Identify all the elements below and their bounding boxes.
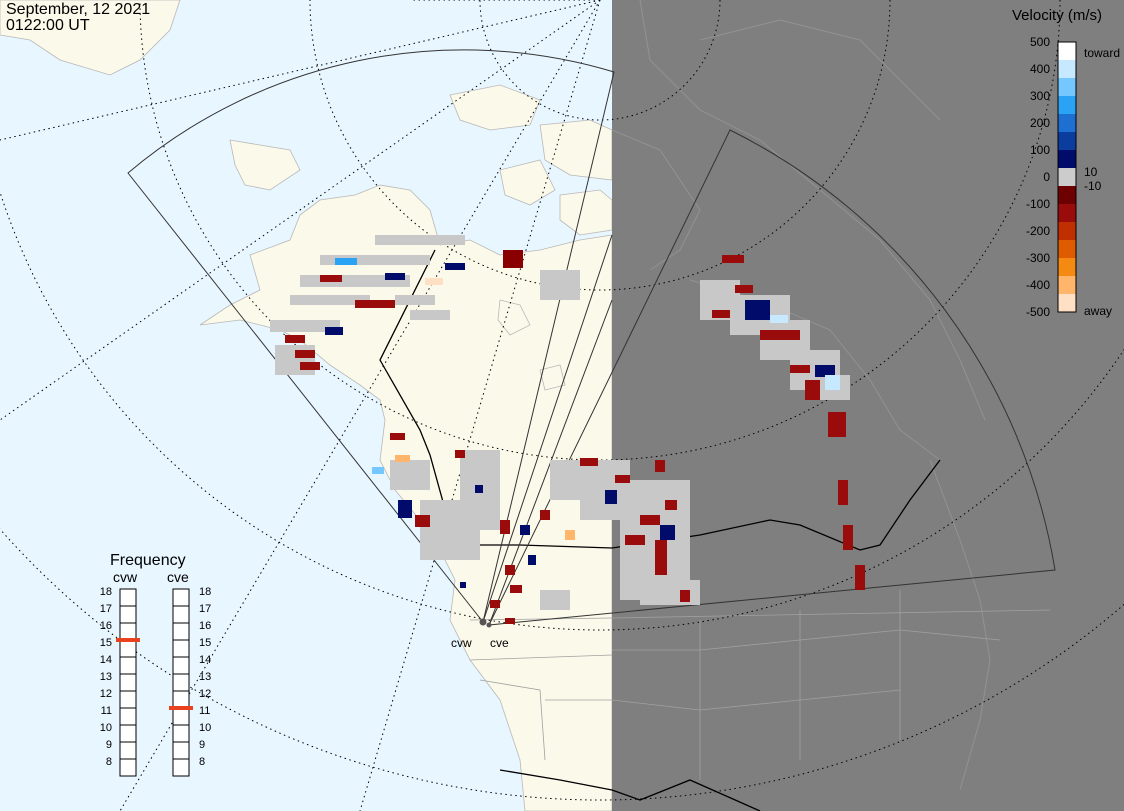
colorbar-label-minus10: -10	[1084, 179, 1102, 193]
frequency-radar-cvw: cvw	[113, 569, 138, 585]
frequency-radar-cve: cve	[167, 569, 189, 585]
colorbar-segment	[1058, 114, 1076, 133]
colorbar-segment	[1058, 96, 1076, 115]
frequency-cell	[119, 690, 137, 709]
frequency-scale-label: 8	[106, 756, 112, 768]
velocity-cells	[285, 250, 865, 624]
frequency-cell	[172, 622, 190, 641]
frequency-cell	[172, 656, 190, 675]
colorbar-segment	[1058, 168, 1076, 187]
frequency-cell	[172, 707, 190, 726]
frequency-scale-label: 12	[199, 688, 211, 700]
frequency-cell	[119, 605, 137, 624]
colorbar-tick-label: -100	[1026, 197, 1050, 211]
frequency-cell	[119, 707, 137, 726]
frequency-cell	[172, 588, 190, 607]
colorbar-segment	[1058, 222, 1076, 241]
frequency-scale-label: 10	[100, 722, 112, 734]
colorbar-segment	[1058, 42, 1076, 61]
frequency-cell	[172, 690, 190, 709]
frequency-cell	[119, 673, 137, 692]
night-shade	[612, 0, 1124, 811]
frequency-scale-label: 17	[199, 603, 211, 615]
frequency-scale-label: 11	[101, 705, 112, 717]
frequency-cell	[119, 758, 137, 777]
frequency-title: Frequency	[110, 552, 186, 569]
colorbar-tick-label: 100	[1030, 143, 1050, 157]
frequency-scale-label: 9	[199, 739, 205, 751]
radar-site-cve	[486, 622, 492, 628]
frequency-scale-label: 8	[199, 756, 205, 768]
colorbar-segment	[1058, 276, 1076, 295]
political-borders	[379, 249, 941, 811]
frequency-scale-label: 15	[199, 637, 211, 649]
frequency-cell	[119, 741, 137, 760]
velocity-colorbar: Velocity (m/s) 500 400 300 200 100 0 -100 -200 -…	[1012, 7, 1120, 319]
frequency-cell	[172, 639, 190, 658]
colorbar-label-plus10: 10	[1084, 165, 1098, 179]
frequency-scale-label: 12	[100, 688, 112, 700]
frequency-scale-label: 15	[100, 637, 112, 649]
frequency-cell	[119, 656, 137, 675]
colorbar-label-away: away	[1084, 304, 1112, 318]
colorbar-tick-label: 500	[1030, 35, 1050, 49]
frequency-cell	[172, 724, 190, 743]
colorbar-segment	[1058, 258, 1076, 277]
colorbar-segment	[1058, 60, 1076, 79]
colorbar-tick-label: -200	[1026, 224, 1050, 238]
colorbar-label-toward: toward	[1084, 46, 1120, 60]
colorbar-segment	[1058, 132, 1076, 151]
frequency-scale-label: 17	[100, 603, 112, 615]
frequency-scale-label: 18	[100, 586, 112, 598]
time-label: 0122:00 UT	[6, 17, 90, 34]
radar-label-cvw: cvw	[451, 636, 472, 650]
frequency-panel: Frequency cvw cve 18 17 16 15 14 13 12 11 10 9 8 18…	[100, 552, 211, 777]
colorbar-segment	[1058, 78, 1076, 97]
frequency-cell	[172, 758, 190, 777]
frequency-cell	[119, 724, 137, 743]
colorbar-segment	[1058, 186, 1076, 205]
frequency-cell	[119, 588, 137, 607]
colorbar-tick-label: 200	[1030, 116, 1050, 130]
colorbar-segment	[1058, 240, 1076, 259]
radar-label-cve: cve	[490, 636, 509, 650]
colorbar-segment	[1058, 204, 1076, 223]
state-lines	[469, 590, 1051, 780]
colorbar-tick-label: -400	[1026, 278, 1050, 292]
frequency-scale-label: 16	[199, 620, 211, 632]
colorbar-segment	[1058, 294, 1076, 313]
colorbar-tick-label: -500	[1026, 305, 1050, 319]
frequency-marker-cvw	[116, 638, 140, 642]
colorbar-gradient	[1058, 42, 1076, 313]
frequency-scale-label: 18	[199, 586, 211, 598]
colorbar-frame	[1057, 41, 1077, 313]
frequency-scale-label: 14	[199, 654, 211, 666]
colorbar-tick-label: -300	[1026, 251, 1050, 265]
frequency-marker-cve	[169, 706, 193, 710]
frequency-scale-label: 16	[100, 620, 112, 632]
colorbar-tick-label: 300	[1030, 89, 1050, 103]
frequency-cell	[119, 622, 137, 641]
colorbar-tick-label: 0	[1043, 170, 1050, 184]
radar-site-cvw	[479, 618, 487, 626]
frequency-cell	[172, 605, 190, 624]
frequency-scale-label: 11	[199, 705, 210, 717]
frequency-scale-label: 13	[199, 671, 211, 683]
frequency-scale-label: 10	[199, 722, 211, 734]
colorbar-title: Velocity (m/s)	[1012, 7, 1102, 24]
colorbar-segment	[1058, 150, 1076, 169]
frequency-scale-label: 9	[106, 739, 112, 751]
frequency-cell	[172, 673, 190, 692]
frequency-cell	[172, 741, 190, 760]
colorbar-tick-label: 400	[1030, 62, 1050, 76]
frequency-cell	[119, 639, 137, 658]
radar-sites: cvw cve	[451, 618, 509, 650]
date-label: September, 12 2021	[6, 1, 151, 18]
frequency-scale-label: 14	[100, 654, 112, 666]
frequency-scale-label: 13	[100, 671, 112, 683]
